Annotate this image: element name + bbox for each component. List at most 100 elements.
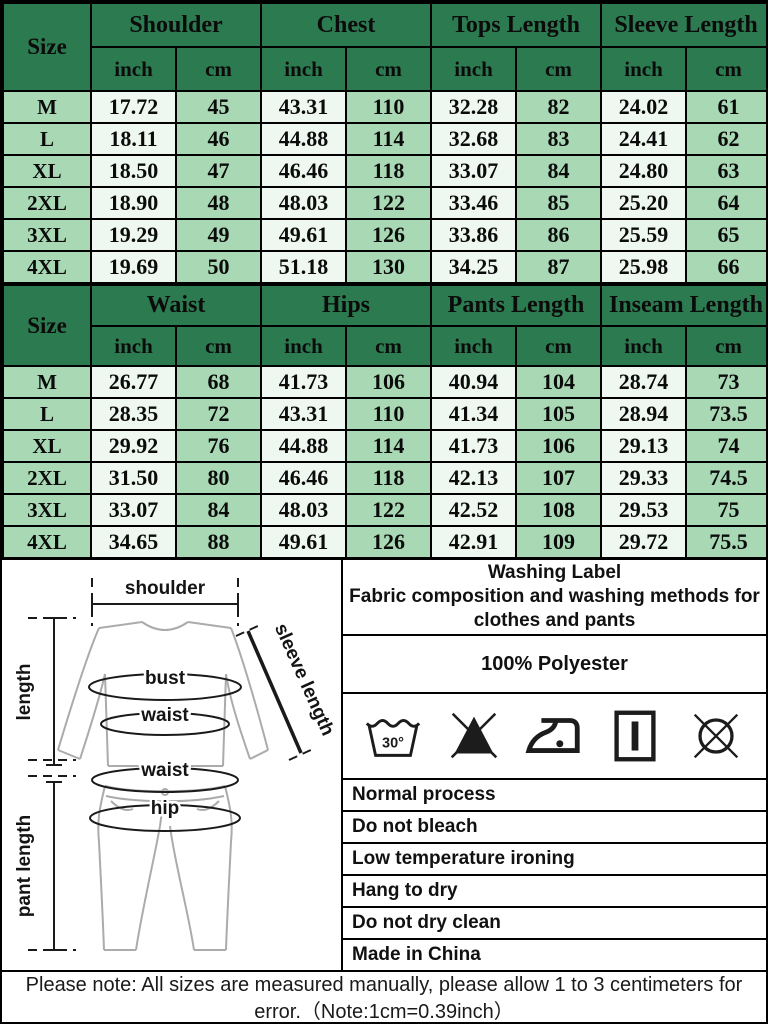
table-row: 4XL 19.69 50 51.18 130 34.25 87 25.98 66 <box>2 250 766 284</box>
value-cell: 104 <box>515 365 602 399</box>
unit-header: cm <box>344 46 433 92</box>
value-cell: 17.72 <box>90 90 177 124</box>
care-instruction: Made in China <box>352 944 481 965</box>
value-cell: 48 <box>175 186 262 220</box>
bust-label: bust <box>145 668 186 689</box>
value-cell: 45 <box>175 90 262 124</box>
bottom-section: shoulder length <box>2 559 766 970</box>
value-cell: 65 <box>685 218 766 252</box>
length-label: length <box>14 664 35 721</box>
table-row: 4XL 34.65 88 49.61 126 42.91 109 29.72 7… <box>2 525 766 559</box>
note-line-2: error.（Note:1cm=0.39inch） <box>254 1001 514 1023</box>
value-cell: 84 <box>175 493 262 527</box>
drip-dry-icon <box>614 710 656 762</box>
unit-header: cm <box>175 46 262 92</box>
bottoms-size-table: Size Waist Hips Pants Length Inseam Leng… <box>2 284 766 559</box>
group-header-inseam-length: Inseam Length <box>600 284 766 327</box>
washing-title: Washing Label <box>487 562 622 583</box>
note-line-1: Please note: All sizes are measured manu… <box>25 974 743 996</box>
value-cell: 66 <box>685 250 766 284</box>
unit-header: cm <box>685 325 766 367</box>
length-measure: length <box>12 617 76 766</box>
value-cell: 44.88 <box>260 429 347 463</box>
value-cell: 29.13 <box>600 429 687 463</box>
value-cell: 49.61 <box>260 218 347 252</box>
value-cell: 28.74 <box>600 365 687 399</box>
group-header-hips: Hips <box>260 284 432 327</box>
value-cell: 24.41 <box>600 122 688 156</box>
value-cell: 19.29 <box>90 218 177 252</box>
value-cell: 33.07 <box>90 493 177 527</box>
value-cell: 61 <box>685 90 766 124</box>
value-cell: 122 <box>345 493 432 527</box>
care-instruction-row: Low temperature ironing <box>343 842 766 874</box>
value-cell: 29.92 <box>90 429 177 463</box>
value-cell: 105 <box>515 397 602 431</box>
size-cell: XL <box>2 154 92 188</box>
value-cell: 41.73 <box>430 429 517 463</box>
table-row: M 17.72 45 43.31 110 32.28 82 24.02 61 <box>2 90 766 124</box>
unit-header: inch <box>90 325 177 367</box>
value-cell: 88 <box>175 525 262 559</box>
pant-length-label: pant length <box>14 815 35 917</box>
waist-top-measure: waist <box>100 703 230 736</box>
unit-header: inch <box>430 325 517 367</box>
waist-bottom-measure: waist <box>91 758 239 793</box>
value-cell: 75.5 <box>685 525 766 559</box>
value-cell: 28.35 <box>90 397 177 431</box>
size-cell: M <box>2 365 92 399</box>
size-column-header: Size <box>2 2 92 92</box>
size-cell: L <box>2 397 92 431</box>
value-cell: 33.86 <box>430 218 518 252</box>
machine-wash-30-icon: 30° <box>365 719 421 757</box>
garment-diagram-cell: shoulder length <box>2 560 341 970</box>
value-cell: 32.68 <box>430 122 518 156</box>
care-instruction: Hang to dry <box>352 880 458 901</box>
value-cell: 63 <box>685 154 766 188</box>
bust-measure: bust <box>88 666 242 701</box>
value-cell: 34.65 <box>90 525 177 559</box>
care-instruction: Do not bleach <box>352 816 478 837</box>
value-cell: 28.94 <box>600 397 687 431</box>
value-cell: 114 <box>345 429 432 463</box>
value-cell: 33.07 <box>430 154 518 188</box>
value-cell: 109 <box>515 525 602 559</box>
group-header-chest: Chest <box>259 2 433 48</box>
value-cell: 82 <box>515 90 603 124</box>
hip-measure: hip <box>89 796 241 832</box>
unit-header: cm <box>175 325 262 367</box>
value-cell: 47 <box>175 154 262 188</box>
value-cell: 51.18 <box>260 250 347 284</box>
table-row: XL 29.92 76 44.88 114 41.73 106 29.13 74 <box>2 429 766 463</box>
value-cell: 32.28 <box>430 90 518 124</box>
care-instruction-row: Normal process <box>343 778 766 810</box>
sleeve-length-label: sleeve length <box>270 621 338 740</box>
pant-length-measure: pant length <box>12 775 76 951</box>
value-cell: 26.77 <box>90 365 177 399</box>
unit-header: cm <box>515 325 602 367</box>
value-cell: 62 <box>685 122 766 156</box>
value-cell: 25.20 <box>600 186 688 220</box>
value-cell: 44.88 <box>260 122 347 156</box>
washing-title-block: Washing Label Fabric composition and was… <box>343 560 766 634</box>
table-row: 3XL 19.29 49 49.61 126 33.86 86 25.59 65 <box>2 218 766 252</box>
value-cell: 126 <box>345 525 432 559</box>
value-cell: 72 <box>175 397 262 431</box>
value-cell: 106 <box>515 429 602 463</box>
value-cell: 25.59 <box>600 218 688 252</box>
value-cell: 18.11 <box>90 122 177 156</box>
unit-header: cm <box>685 46 766 92</box>
value-cell: 80 <box>175 461 262 495</box>
size-cell: L <box>2 122 92 156</box>
value-cell: 43.31 <box>260 90 347 124</box>
value-cell: 108 <box>515 493 602 527</box>
value-cell: 106 <box>345 365 432 399</box>
value-cell: 83 <box>515 122 603 156</box>
care-instruction: Normal process <box>352 784 496 805</box>
value-cell: 75 <box>685 493 766 527</box>
value-cell: 118 <box>345 461 432 495</box>
bottoms-group-header-row: Size Waist Hips Pants Length Inseam Leng… <box>2 284 766 367</box>
washing-subtitle: Fabric composition and washing methods f… <box>349 586 760 631</box>
table-row: 2XL 31.50 80 46.46 118 42.13 107 29.33 7… <box>2 461 766 495</box>
unit-header: cm <box>515 46 603 92</box>
